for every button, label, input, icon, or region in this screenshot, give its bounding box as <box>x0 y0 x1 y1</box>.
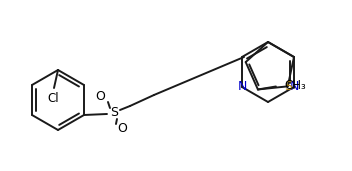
Text: S: S <box>110 107 118 120</box>
Text: S: S <box>284 80 292 93</box>
Text: O: O <box>117 122 127 135</box>
Text: Cl: Cl <box>47 91 59 104</box>
Text: CH₃: CH₃ <box>284 79 306 92</box>
Text: N: N <box>289 81 298 94</box>
Text: N: N <box>237 81 247 94</box>
Text: O: O <box>95 90 105 103</box>
